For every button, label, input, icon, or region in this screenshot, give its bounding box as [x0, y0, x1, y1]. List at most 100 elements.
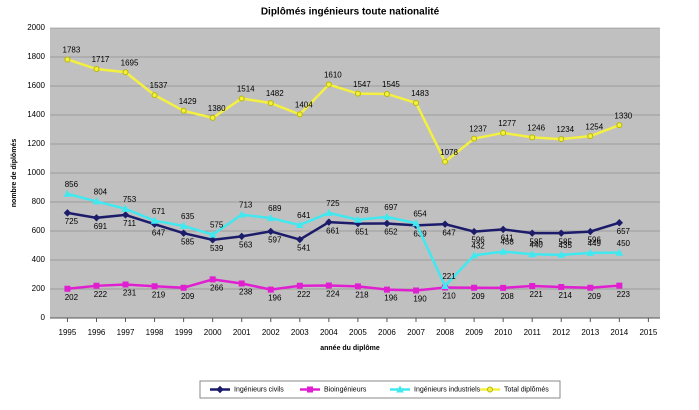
marker	[64, 56, 71, 63]
data-label: 224	[326, 290, 340, 299]
data-label: 210	[442, 292, 456, 301]
data-label: 651	[355, 228, 369, 237]
data-label: 221	[530, 290, 544, 299]
data-label: 209	[471, 292, 485, 301]
data-label: 222	[94, 290, 108, 299]
data-label: 697	[384, 203, 398, 212]
marker	[121, 211, 130, 219]
data-label: 654	[413, 209, 427, 218]
marker	[499, 247, 507, 255]
marker	[209, 276, 216, 283]
legend	[199, 380, 561, 399]
marker	[180, 107, 187, 114]
marker	[122, 69, 129, 76]
legend-label: Total diplômés	[504, 386, 549, 393]
data-label: 725	[326, 199, 340, 208]
data-label: 596	[588, 236, 602, 245]
data-label: 1482	[266, 89, 284, 98]
data-label: 1330	[614, 111, 632, 120]
marker	[616, 122, 623, 129]
data-label: 432	[471, 241, 485, 250]
x-tick-label: 2010	[494, 328, 512, 337]
x-tick-label: 2002	[262, 328, 280, 337]
marker	[558, 283, 565, 290]
data-label: 647	[152, 228, 166, 237]
marker	[121, 204, 130, 212]
marker	[471, 135, 478, 142]
data-label: 458	[500, 238, 514, 247]
data-label: 190	[413, 295, 427, 304]
marker	[238, 232, 246, 241]
marker	[295, 221, 304, 229]
y-tick-label: 2000	[27, 23, 45, 32]
x-axis-label: année du diplôme	[320, 345, 380, 352]
y-tick-label: 800	[32, 197, 46, 206]
marker	[122, 281, 129, 288]
data-label: 449	[588, 239, 602, 248]
data-label: 231	[123, 289, 137, 298]
y-tick-label: 1800	[27, 52, 45, 61]
x-tick-label: 1999	[175, 328, 193, 337]
marker	[441, 220, 449, 228]
marker	[267, 100, 274, 107]
marker	[208, 230, 217, 238]
data-label: 440	[530, 240, 544, 249]
data-label: 218	[355, 290, 369, 299]
marker	[266, 214, 275, 222]
legend-label: Ingénieurs civils	[234, 386, 284, 393]
marker	[237, 210, 246, 218]
data-label: 219	[152, 290, 166, 299]
data-label: 713	[239, 201, 253, 210]
data-label: 1483	[411, 89, 429, 98]
data-label: 435	[559, 241, 573, 250]
data-label: 1254	[585, 122, 603, 131]
marker	[587, 133, 594, 140]
data-label: 689	[268, 204, 282, 213]
data-label: 1783	[63, 46, 81, 55]
marker	[383, 286, 390, 293]
marker	[63, 209, 72, 217]
marker	[615, 219, 624, 227]
marker	[354, 90, 361, 97]
marker	[557, 250, 566, 258]
marker	[325, 282, 332, 289]
data-label: 1078	[440, 148, 458, 157]
marker	[150, 216, 159, 224]
marker	[92, 214, 101, 222]
series-line	[67, 192, 620, 289]
marker	[442, 158, 449, 165]
marker	[209, 114, 216, 121]
marker	[528, 229, 536, 237]
x-tick-label: 2015	[639, 328, 657, 337]
series-line	[67, 278, 620, 292]
marker	[529, 134, 536, 141]
marker	[557, 229, 565, 237]
marker	[471, 284, 478, 291]
y-tick-label: 1200	[27, 139, 45, 148]
y-tick-label: 1600	[27, 81, 45, 90]
data-label: 575	[210, 221, 224, 230]
marker	[64, 285, 71, 292]
x-tick-label: 2011	[524, 328, 542, 337]
marker	[354, 215, 362, 223]
x-tick-label: 2013	[581, 328, 599, 337]
data-label: 711	[123, 219, 136, 228]
marker	[238, 280, 245, 287]
marker	[586, 248, 595, 256]
marker	[413, 287, 419, 294]
data-label: 1234	[556, 125, 574, 134]
data-label: 647	[442, 228, 456, 237]
marker	[412, 219, 420, 227]
x-tick-label: 2001	[233, 328, 251, 337]
marker	[396, 385, 404, 393]
series-line	[67, 58, 620, 164]
marker	[179, 221, 188, 229]
marker	[500, 284, 507, 291]
y-tick-label: 0	[41, 313, 46, 322]
x-tick-label: 2004	[320, 328, 338, 337]
data-label: 209	[181, 292, 195, 301]
data-label: 1404	[295, 101, 313, 110]
data-label: 1246	[527, 123, 545, 132]
data-label: 641	[297, 211, 311, 220]
